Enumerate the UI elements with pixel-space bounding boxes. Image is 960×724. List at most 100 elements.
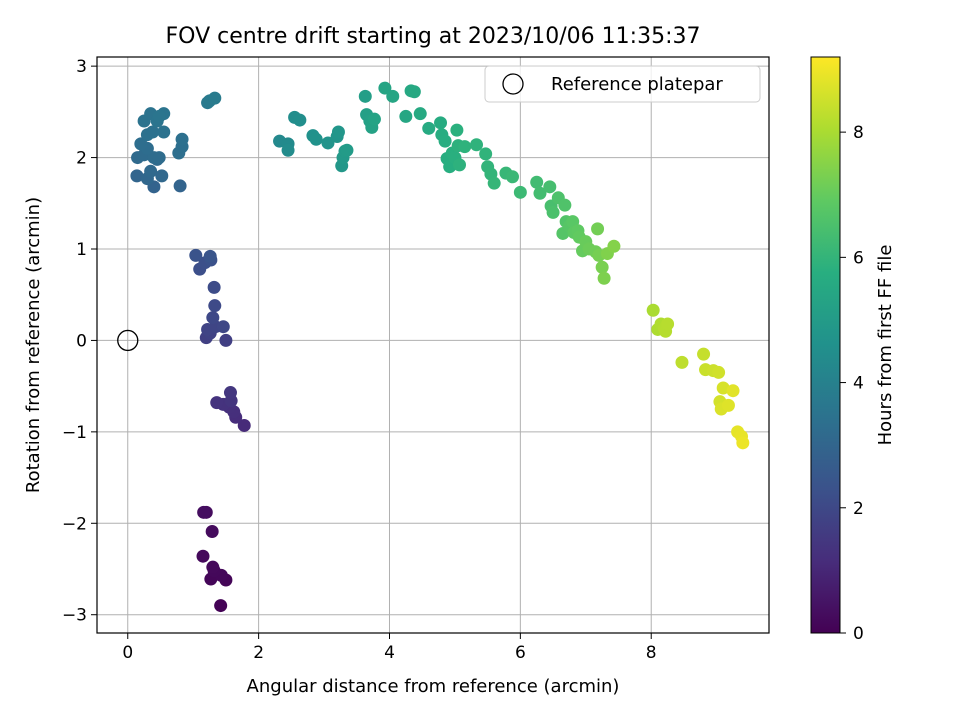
data-point bbox=[413, 107, 427, 121]
data-point bbox=[661, 317, 675, 331]
data-point bbox=[208, 91, 222, 105]
data-point bbox=[399, 109, 413, 123]
legend-entry-reference-platepar: Reference platepar bbox=[551, 74, 723, 95]
data-point bbox=[479, 147, 493, 161]
data-point bbox=[144, 164, 158, 178]
data-point bbox=[207, 280, 221, 294]
data-point bbox=[736, 436, 750, 450]
colorbar-tick-label: 0 bbox=[853, 624, 864, 644]
data-point bbox=[367, 112, 381, 126]
data-point bbox=[152, 151, 166, 165]
data-point bbox=[340, 143, 354, 157]
data-point bbox=[458, 140, 472, 154]
data-point bbox=[205, 525, 219, 539]
data-point bbox=[331, 125, 345, 139]
data-point bbox=[197, 505, 211, 519]
data-point bbox=[196, 549, 210, 563]
data-point bbox=[208, 299, 222, 313]
data-point bbox=[595, 260, 609, 274]
data-point bbox=[237, 418, 251, 432]
data-point bbox=[189, 248, 203, 262]
data-point bbox=[591, 222, 605, 236]
data-point bbox=[712, 365, 726, 379]
data-point bbox=[173, 179, 187, 193]
x-tick-label: 4 bbox=[384, 643, 395, 663]
data-point bbox=[157, 125, 171, 139]
data-point bbox=[155, 169, 169, 183]
data-point bbox=[407, 85, 421, 99]
reference-point-group bbox=[117, 329, 139, 352]
data-point bbox=[506, 170, 520, 184]
x-tick-label: 0 bbox=[122, 643, 133, 663]
x-axis-label: Angular distance from reference (arcmin) bbox=[247, 676, 620, 697]
colorbar-label: Hours from first FF file bbox=[875, 245, 896, 446]
data-point bbox=[470, 138, 484, 152]
data-point bbox=[386, 89, 400, 103]
data-point bbox=[293, 113, 307, 127]
data-point bbox=[434, 116, 448, 130]
data-point bbox=[358, 89, 372, 103]
data-point bbox=[543, 180, 557, 194]
y-tick-label: −1 bbox=[62, 423, 87, 443]
data-point bbox=[321, 136, 335, 150]
data-point bbox=[450, 123, 464, 137]
data-point bbox=[597, 271, 611, 285]
data-point bbox=[716, 381, 730, 395]
data-point bbox=[130, 169, 144, 183]
reference-point-marker bbox=[117, 329, 139, 352]
data-point bbox=[152, 109, 166, 123]
x-axis-ticks: 0 2 4 6 8 bbox=[122, 633, 657, 663]
data-point bbox=[175, 132, 189, 146]
data-point bbox=[206, 560, 220, 574]
data-point bbox=[210, 396, 224, 410]
y-axis-ticks: −3 −2 −1 0 1 2 3 bbox=[62, 57, 97, 626]
data-point bbox=[487, 176, 501, 190]
data-point bbox=[546, 205, 560, 219]
legend-marker-open-circle bbox=[502, 73, 524, 95]
data-point bbox=[214, 599, 228, 613]
data-point bbox=[646, 303, 660, 317]
y-tick-label: 3 bbox=[76, 57, 87, 77]
y-tick-label: −3 bbox=[62, 606, 87, 626]
y-tick-label: −2 bbox=[62, 514, 87, 534]
data-point bbox=[726, 384, 740, 398]
y-axis-label: Rotation from reference (arcmin) bbox=[23, 197, 44, 493]
data-point bbox=[453, 158, 467, 172]
y-tick-label: 0 bbox=[76, 331, 87, 351]
data-point bbox=[203, 249, 217, 263]
data-point bbox=[422, 121, 436, 135]
plot-frame bbox=[96, 56, 770, 634]
x-tick-label: 2 bbox=[253, 643, 264, 663]
chart-title: FOV centre drift starting at 2023/10/06 … bbox=[166, 24, 701, 49]
legend-box bbox=[484, 65, 761, 103]
data-point bbox=[134, 137, 148, 151]
data-point bbox=[219, 333, 233, 347]
data-point bbox=[697, 347, 711, 361]
data-point bbox=[513, 185, 527, 199]
colorbar-tick-label: 8 bbox=[853, 123, 864, 143]
data-point bbox=[607, 239, 621, 253]
colorbar-tick-label: 6 bbox=[853, 248, 864, 268]
legend: Reference platepar bbox=[484, 65, 761, 103]
data-point bbox=[533, 186, 547, 200]
data-point bbox=[438, 134, 452, 148]
data-point bbox=[216, 320, 230, 334]
colorbar-gradient bbox=[810, 56, 841, 634]
data-points bbox=[130, 81, 750, 613]
data-point bbox=[558, 198, 572, 212]
colorbar-tick-label: 4 bbox=[853, 374, 864, 394]
data-point bbox=[206, 311, 220, 325]
colorbar-tick-label: 2 bbox=[853, 499, 864, 519]
y-tick-label: 1 bbox=[76, 240, 87, 260]
data-point bbox=[146, 125, 160, 139]
colorbar-ticks: 0 2 4 6 8 bbox=[840, 123, 864, 644]
y-tick-label: 2 bbox=[76, 149, 87, 169]
data-point bbox=[309, 132, 323, 146]
data-point bbox=[675, 355, 689, 369]
data-point bbox=[530, 175, 544, 189]
x-tick-label: 6 bbox=[515, 643, 526, 663]
grid-lines bbox=[97, 57, 769, 633]
data-point bbox=[223, 386, 237, 400]
data-point bbox=[721, 398, 735, 412]
